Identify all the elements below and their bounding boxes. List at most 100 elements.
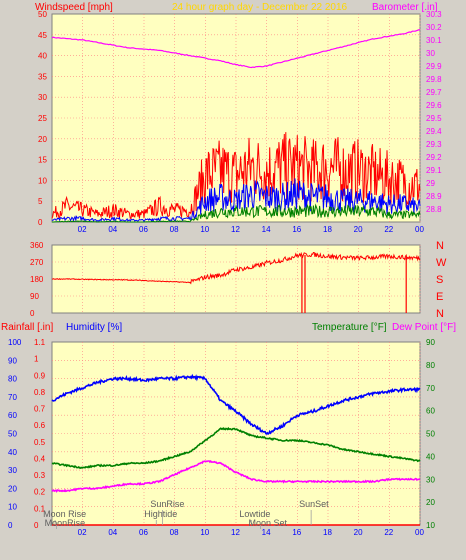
temperature-tick-label: 20	[426, 498, 435, 507]
rainfall-tick-label: 0.4	[34, 454, 46, 463]
barometer-tick-label: 29.2	[426, 153, 442, 162]
humidity-tick-label: 10	[8, 503, 17, 512]
temperature-series	[51, 426, 421, 469]
barometer-tick-label: 30	[426, 49, 435, 58]
wind-avg-series	[52, 203, 421, 223]
barometer-tick-label: 28.8	[426, 205, 442, 214]
dewpoint-series	[51, 459, 421, 493]
barometer-tick-label: 29.8	[426, 75, 442, 84]
barometer-tick-label: 30.3	[426, 10, 442, 19]
barometer-tick-label: 29.5	[426, 114, 442, 123]
wind-panel-x-tick-label: 12	[231, 225, 240, 234]
barometer-tick-label: 30.2	[426, 23, 442, 32]
temperature-tick-label: 10	[426, 521, 435, 530]
barometer-tick-label: 30.1	[426, 36, 442, 45]
wind-panel-x-tick-label: 18	[323, 225, 332, 234]
rainfall-tick-label: 0.9	[34, 371, 46, 380]
temperature-tick-label: 60	[426, 407, 435, 416]
barometer-title: Barometer [.in]	[372, 2, 438, 13]
compass-label: N	[436, 308, 444, 320]
rainfall-tick-label: 0	[34, 521, 39, 530]
humidity-tick-label: 0	[8, 521, 13, 530]
humidity-tick-label: 90	[8, 356, 17, 365]
wind-panel-x-tick-label: 04	[108, 225, 117, 234]
climate-panel-x-tick-label: 06	[139, 528, 148, 537]
dewpoint-axis-title: Dew Point [°F]	[392, 322, 456, 333]
rainfall-axis-title: Rainfall [.in]	[1, 322, 53, 333]
climate-panel-x-tick-label: 16	[292, 528, 301, 537]
humidity-tick-label: 100	[8, 338, 22, 347]
windspeed-title: Windspeed [mph]	[35, 2, 113, 13]
compass-label: N	[436, 240, 444, 252]
wind-panel-x-tick-label: 20	[354, 225, 363, 234]
humidity-tick-label: 50	[8, 430, 17, 439]
temperature-tick-label: 40	[426, 452, 435, 461]
climate-panel-x-tick-label: 22	[384, 528, 393, 537]
wind-direction-series	[51, 251, 421, 285]
climate-panel-x-tick-label: 12	[231, 528, 240, 537]
wind-panel-x-tick-label: 16	[292, 225, 301, 234]
climate-panel-x-tick-label: 08	[170, 528, 179, 537]
rainfall-tick-label: 0.3	[34, 471, 46, 480]
climate-panel-x-tick-label: 00	[415, 528, 424, 537]
humidity-tick-label: 80	[8, 375, 17, 384]
windspeed-tick-label: 15	[38, 156, 47, 165]
wind-gust-avg-series	[51, 178, 421, 223]
wind-panel-x-tick-label: 02	[78, 225, 87, 234]
temperature-axis-title: Temperature [°F]	[312, 322, 387, 333]
compass-label: W	[436, 257, 447, 269]
barometer-line	[51, 29, 420, 69]
barometer-tick-label: 29.7	[426, 88, 442, 97]
windspeed-tick-label: 30	[38, 93, 47, 102]
temperature-tick-label: 70	[426, 384, 435, 393]
wind-panel-x-tick-label: 00	[415, 225, 424, 234]
rainfall-tick-label: 0.2	[34, 488, 46, 497]
windspeed-tick-label: 0	[38, 218, 43, 227]
humidity-axis-title: Humidity [%]	[66, 322, 122, 333]
windspeed-tick-label: 25	[38, 114, 47, 123]
climate-panel-x-tick-label: 10	[200, 528, 209, 537]
barometer-tick-label: 29.1	[426, 166, 442, 175]
climate-panel-x-tick-label: 14	[262, 528, 271, 537]
graph-title: 24 hour graph day - December 22 2016	[172, 2, 348, 13]
direction-tick-label: 270	[30, 258, 44, 267]
climate-panel-x-tick-label: 02	[78, 528, 87, 537]
event-label: Moon Rise	[43, 509, 86, 519]
climate-panel-x-tick-label: 20	[354, 528, 363, 537]
rainfall-tick-label: 1.1	[34, 338, 46, 347]
temperature-tick-label: 30	[426, 475, 435, 484]
climate-panel-x-tick-label: 18	[323, 528, 332, 537]
direction-tick-label: 360	[30, 241, 44, 250]
direction-tick-label: 180	[30, 275, 44, 284]
windspeed-tick-label: 35	[38, 72, 47, 81]
temperature-tick-label: 50	[426, 430, 435, 439]
barometer-tick-label: 29.3	[426, 140, 442, 149]
barometer-tick-label: 28.9	[426, 192, 442, 201]
rainfall-tick-label: 1	[34, 355, 39, 364]
barometer-tick-label: 29.4	[426, 127, 442, 136]
compass-label: S	[436, 274, 443, 286]
event-label: SunSet	[299, 499, 329, 509]
direction-tick-label: 0	[30, 309, 35, 318]
windspeed-tick-label: 20	[38, 135, 47, 144]
humidity-tick-label: 40	[8, 448, 17, 457]
windspeed-tick-label: 10	[38, 176, 47, 185]
rainfall-tick-label: 0.7	[34, 405, 46, 414]
humidity-series	[51, 373, 421, 436]
temperature-tick-label: 80	[426, 361, 435, 370]
barometer-tick-label: 29.6	[426, 101, 442, 110]
rainfall-tick-label: 0.6	[34, 421, 46, 430]
direction-tick-label: 90	[30, 292, 39, 301]
windspeed-tick-label: 50	[38, 10, 47, 19]
event-label: MoonRise	[45, 518, 86, 528]
wind-panel-x-tick-label: 06	[139, 225, 148, 234]
wind-panel-x-tick-label: 10	[200, 225, 209, 234]
wind-panel-x-tick-label: 14	[262, 225, 271, 234]
humidity-tick-label: 30	[8, 466, 17, 475]
event-label: Lowtide	[239, 509, 270, 519]
humidity-tick-label: 70	[8, 393, 17, 402]
rainfall-tick-label: 0.1	[34, 504, 46, 513]
rainfall-tick-label: 0.5	[34, 438, 46, 447]
